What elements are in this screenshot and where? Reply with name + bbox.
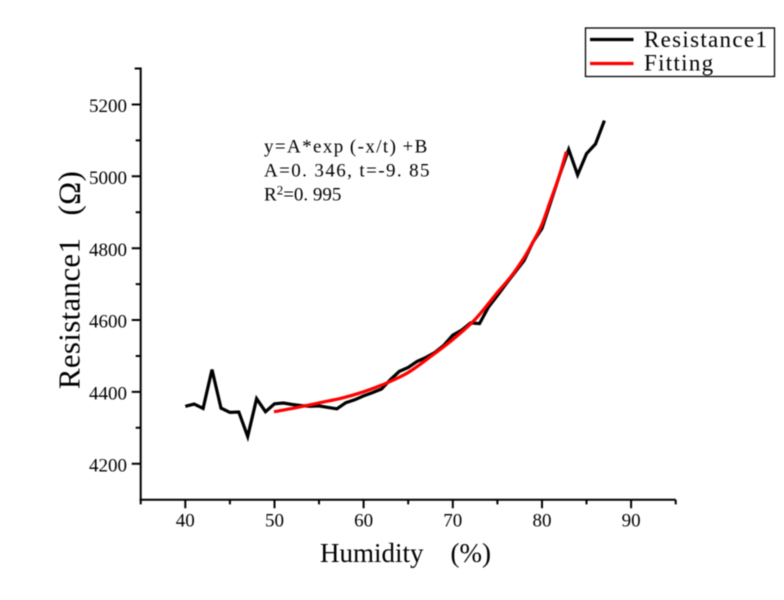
svg-text:Humidity (%): Humidity (%): [320, 538, 491, 568]
svg-text:5200: 5200: [89, 96, 127, 117]
svg-text:4200: 4200: [89, 456, 127, 477]
svg-text:y=A*exp (-x/t) +B: y=A*exp (-x/t) +B: [264, 136, 429, 157]
svg-text:4400: 4400: [89, 384, 127, 405]
svg-text:60: 60: [354, 511, 373, 532]
svg-text:40: 40: [176, 511, 195, 532]
svg-text:4800: 4800: [89, 240, 127, 261]
svg-text:Fitting: Fitting: [644, 51, 714, 76]
svg-text:5000: 5000: [89, 168, 127, 189]
svg-text:80: 80: [533, 511, 552, 532]
svg-text:90: 90: [622, 511, 641, 532]
svg-text:50: 50: [265, 511, 284, 532]
svg-text:R2=0. 995: R2=0. 995: [264, 183, 341, 206]
svg-text:Resistance1: Resistance1: [644, 27, 768, 52]
svg-text:A=0. 346, t=-9. 85: A=0. 346, t=-9. 85: [264, 160, 431, 181]
svg-text:4600: 4600: [89, 312, 127, 333]
svg-text:70: 70: [443, 511, 462, 532]
svg-text:Resistance1 (Ω): Resistance1 (Ω): [52, 171, 87, 389]
